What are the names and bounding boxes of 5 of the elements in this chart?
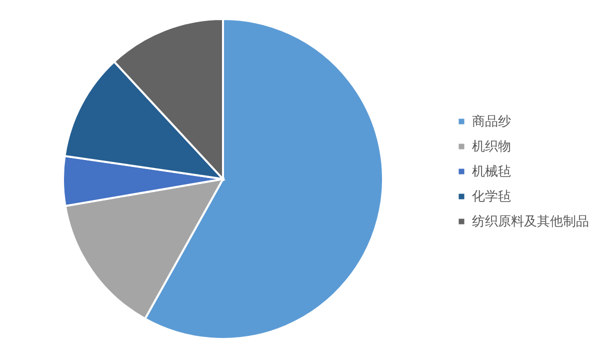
legend-label: 纺织原料及其他制品: [472, 214, 589, 230]
legend-label: 化学毡: [472, 190, 511, 204]
legend-label: 机织物: [472, 140, 511, 154]
legend-label: 商品纱: [472, 114, 511, 130]
legend-label: 机械毡: [472, 164, 511, 180]
